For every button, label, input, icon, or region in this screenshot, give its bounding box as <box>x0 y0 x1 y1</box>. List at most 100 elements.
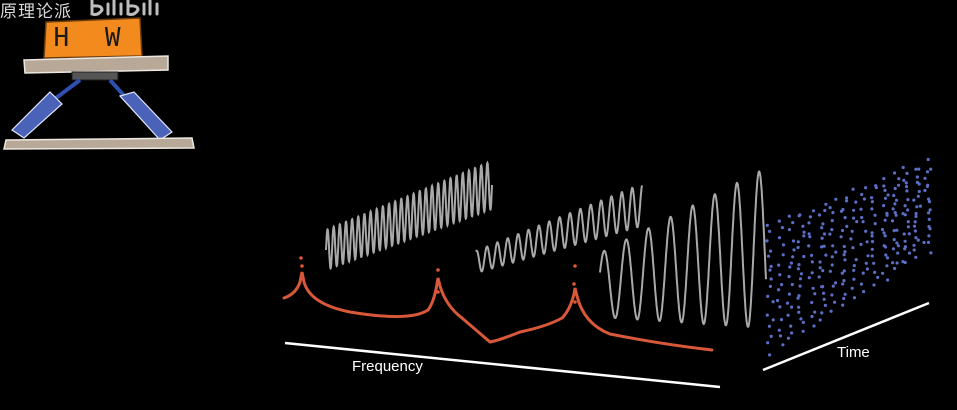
time-sample-dot <box>893 202 897 206</box>
time-sample-dot <box>813 310 817 314</box>
time-sample-dot <box>883 234 887 238</box>
time-sample-dot <box>807 232 811 236</box>
time-sample-dot <box>830 255 834 259</box>
time-sample-dot <box>769 264 773 268</box>
time-sample-dot <box>797 310 801 314</box>
time-sample-dot <box>917 167 921 171</box>
time-sample-dot <box>817 213 822 217</box>
time-sample-dot <box>914 167 918 171</box>
time-sample-dot <box>894 198 899 202</box>
time-sample-dot <box>852 296 857 300</box>
time-sample-dot <box>864 261 868 265</box>
time-sample-dot <box>780 283 784 287</box>
time-sample-dot <box>906 208 910 212</box>
time-sample-dot <box>820 311 824 315</box>
time-sample-dot <box>912 248 916 252</box>
time-sample-dot <box>927 211 931 215</box>
time-sample-dot <box>913 220 917 224</box>
time-sample-dot <box>852 277 856 281</box>
time-sample-dot <box>841 282 845 286</box>
time-sample-dot <box>822 291 826 295</box>
time-sample-dot <box>830 263 834 267</box>
time-sample-dot <box>834 197 838 201</box>
time-sample-dot <box>797 214 801 218</box>
time-sample-dot <box>885 256 890 260</box>
time-sample-dot <box>768 353 772 357</box>
time-sample-dot <box>904 185 909 189</box>
time-sample-dot <box>883 245 888 249</box>
watermark-text: 原理论派 <box>0 2 72 22</box>
time-sample-dot <box>874 186 878 190</box>
time-sample-dot <box>842 269 846 273</box>
time-sample-dot <box>916 194 920 198</box>
time-sample-dot <box>882 177 886 181</box>
time-sample-dot <box>885 213 889 217</box>
time-sample-dot <box>892 238 896 242</box>
time-sample-dot <box>918 204 923 208</box>
time-sample-dot <box>801 320 805 324</box>
time-sample-dot <box>873 213 877 217</box>
time-sample-dot <box>808 215 813 219</box>
time-sample-dot <box>845 199 849 203</box>
time-sample-dot <box>778 305 782 309</box>
time-sample-dot <box>901 165 905 170</box>
time-sample-dot <box>807 276 811 280</box>
time-sample-dot <box>840 271 844 275</box>
time-sample-dot <box>802 254 806 259</box>
time-sample-dot <box>870 239 875 244</box>
time-sample-dot <box>862 290 866 294</box>
time-sample-dot <box>870 207 874 211</box>
time-sample-dot <box>802 230 806 234</box>
time-sample-dot <box>881 271 885 275</box>
time-sample-dot <box>843 216 847 220</box>
time-sample-dot <box>927 197 931 201</box>
time-sample-dot <box>852 216 856 220</box>
top-plank <box>23 55 169 74</box>
time-sample-dot <box>823 303 828 307</box>
time-sample-dot <box>810 253 814 257</box>
time-sample-dot <box>861 271 865 275</box>
time-sample-dot <box>895 261 899 265</box>
time-sample-dot <box>906 225 911 229</box>
time-sample-dot <box>852 264 856 268</box>
time-sample-dot <box>914 211 918 216</box>
time-sample-dot <box>786 313 790 317</box>
time-sample-dot <box>905 171 909 175</box>
time-sample-dot <box>883 218 887 222</box>
time-sample-dot <box>859 207 863 211</box>
time-sample-dot <box>866 254 870 258</box>
time-sample-dot <box>765 239 769 243</box>
time-sample-dot <box>781 343 785 347</box>
time-sample-dot <box>915 205 919 209</box>
time-sample-dot <box>791 239 796 243</box>
time-sample-dot <box>768 268 772 272</box>
time-sample-dot <box>818 260 822 264</box>
time-sample-dot <box>861 220 865 224</box>
time-sample-dot <box>902 232 906 236</box>
time-sample-dot <box>892 193 896 198</box>
time-sample-dot <box>781 243 786 247</box>
time-sample-dot <box>811 209 816 213</box>
time-sample-dot <box>824 202 828 206</box>
time-sample-dot <box>807 244 811 248</box>
time-sample-dot <box>802 234 806 238</box>
time-sample-dot <box>820 236 824 240</box>
time-sample-dot <box>820 226 824 230</box>
time-sample-dot <box>786 336 791 340</box>
time-sample-dot <box>828 232 832 236</box>
time-sample-dot <box>895 228 899 232</box>
time-sample-dot <box>927 200 932 204</box>
time-axis-label: Time <box>837 344 870 361</box>
time-sample-dot <box>818 318 822 322</box>
time-sample-dot <box>817 275 821 279</box>
time-sample-dot <box>903 213 907 217</box>
time-sample-dot <box>902 178 906 182</box>
time-sample-dot <box>769 334 773 338</box>
time-sample-dot <box>801 329 805 333</box>
spectrum-peak-dot <box>436 268 440 272</box>
time-sample-dot <box>929 251 933 255</box>
time-sample-dot <box>792 248 796 252</box>
time-sample-dot <box>859 282 864 286</box>
time-sample-dot <box>808 235 812 239</box>
